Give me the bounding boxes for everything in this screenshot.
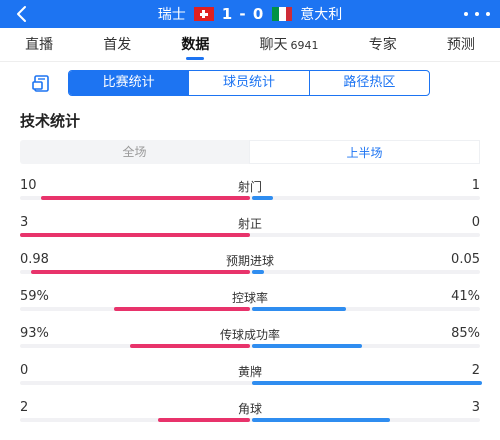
home-stat-bar	[158, 418, 250, 422]
tab-match-stats[interactable]: 比赛统计	[69, 71, 189, 95]
stat-name: 角球	[237, 402, 262, 416]
home-team-name: 瑞士	[157, 7, 186, 23]
italy-flag-icon	[272, 7, 293, 21]
away-stat-value: 2	[471, 363, 480, 378]
stat-row: 59% 控球率 41%	[0, 283, 500, 320]
away-stat-value: 1	[471, 178, 480, 193]
away-stat-bar	[252, 307, 346, 311]
stat-row: 10 射门 1	[0, 172, 500, 209]
home-stat-bar	[130, 344, 250, 348]
home-stat-value: 93%	[20, 326, 49, 341]
tab-experts[interactable]: 专家	[368, 36, 397, 53]
section-title: 技术统计	[20, 112, 81, 130]
away-stat-value: 85%	[451, 326, 480, 341]
tab-live[interactable]: 直播	[25, 36, 54, 53]
home-stat-value: 0	[20, 363, 29, 378]
away-stat-bar	[252, 381, 482, 385]
period-full-match[interactable]: 全场	[122, 145, 147, 159]
switzerland-flag-icon	[193, 7, 214, 21]
tab-chat[interactable]: 聊天 6941	[259, 36, 319, 53]
stat-track	[20, 344, 480, 348]
stat-track	[20, 196, 480, 200]
stat-track	[20, 307, 480, 311]
period-first-half[interactable]: 上半场	[249, 140, 480, 164]
stat-track	[20, 381, 480, 385]
back-arrow-icon[interactable]	[12, 4, 32, 24]
stat-row: 0.98 预期进球 0.05	[0, 246, 500, 283]
match-summary: 瑞士 1 - 0 意大利	[0, 0, 500, 28]
home-stat-value: 2	[20, 400, 29, 415]
away-stat-bar	[252, 418, 390, 422]
main-tabs: 直播 首发 数据 聊天 6941 专家 预测	[0, 28, 500, 62]
stat-name: 控球率	[231, 291, 268, 305]
stats-mode-switch: 比赛统计 球员统计 路径热区	[68, 70, 430, 96]
tab-lineup[interactable]: 首发	[103, 36, 132, 53]
tab-heatmap[interactable]: 路径热区	[308, 71, 429, 95]
stat-row: 3 射正 0	[0, 209, 500, 246]
stat-name: 射门	[237, 180, 262, 194]
period-switch: 全场 上半场	[20, 140, 480, 164]
away-stat-value: 41%	[451, 289, 480, 304]
stat-track	[20, 270, 480, 274]
home-stat-value: 3	[20, 215, 29, 230]
away-stat-bar	[252, 270, 264, 274]
home-stat-value: 10	[20, 178, 37, 193]
away-stat-value: 3	[471, 400, 480, 415]
stat-row: 0 黄牌 2	[0, 357, 500, 394]
home-stat-value: 59%	[20, 289, 49, 304]
tab-player-stats[interactable]: 球员统计	[188, 71, 308, 95]
tab-data[interactable]: 数据	[177, 28, 213, 62]
stat-row: 93% 传球成功率 85%	[0, 320, 500, 357]
away-stat-value: 0.05	[451, 252, 480, 267]
home-stat-bar	[20, 233, 250, 237]
stat-name: 黄牌	[237, 365, 262, 379]
stats-mode-row: 比赛统计 球员统计 路径热区	[0, 66, 500, 100]
away-stat-bar	[252, 344, 362, 348]
stat-name: 射正	[237, 217, 262, 231]
home-stat-bar	[114, 307, 250, 311]
chat-count: 6941	[290, 38, 319, 52]
stat-row: 2 角球 3	[0, 394, 500, 431]
match-score: 1 - 0	[221, 5, 265, 23]
stat-name: 传球成功率	[219, 328, 280, 342]
match-header: 瑞士 1 - 0 意大利	[0, 0, 500, 28]
away-stat-bar	[252, 196, 273, 200]
away-stat-value: 0	[471, 215, 480, 230]
stat-track	[20, 233, 480, 237]
more-dots-icon[interactable]	[464, 4, 490, 24]
stat-name: 预期进球	[225, 254, 274, 268]
document-icon[interactable]	[32, 74, 54, 94]
stats-list: 10 射门 1 3 射正 0 0.98 预期进球 0.05 59% 控球率 41% 93% 传球成功率 85…	[0, 172, 500, 431]
home-stat-value: 0.98	[20, 252, 49, 267]
tab-prediction[interactable]: 预测	[446, 36, 475, 53]
away-team-name: 意大利	[300, 7, 343, 23]
stat-track	[20, 418, 480, 422]
home-stat-bar	[41, 196, 250, 200]
home-stat-bar	[31, 270, 250, 274]
